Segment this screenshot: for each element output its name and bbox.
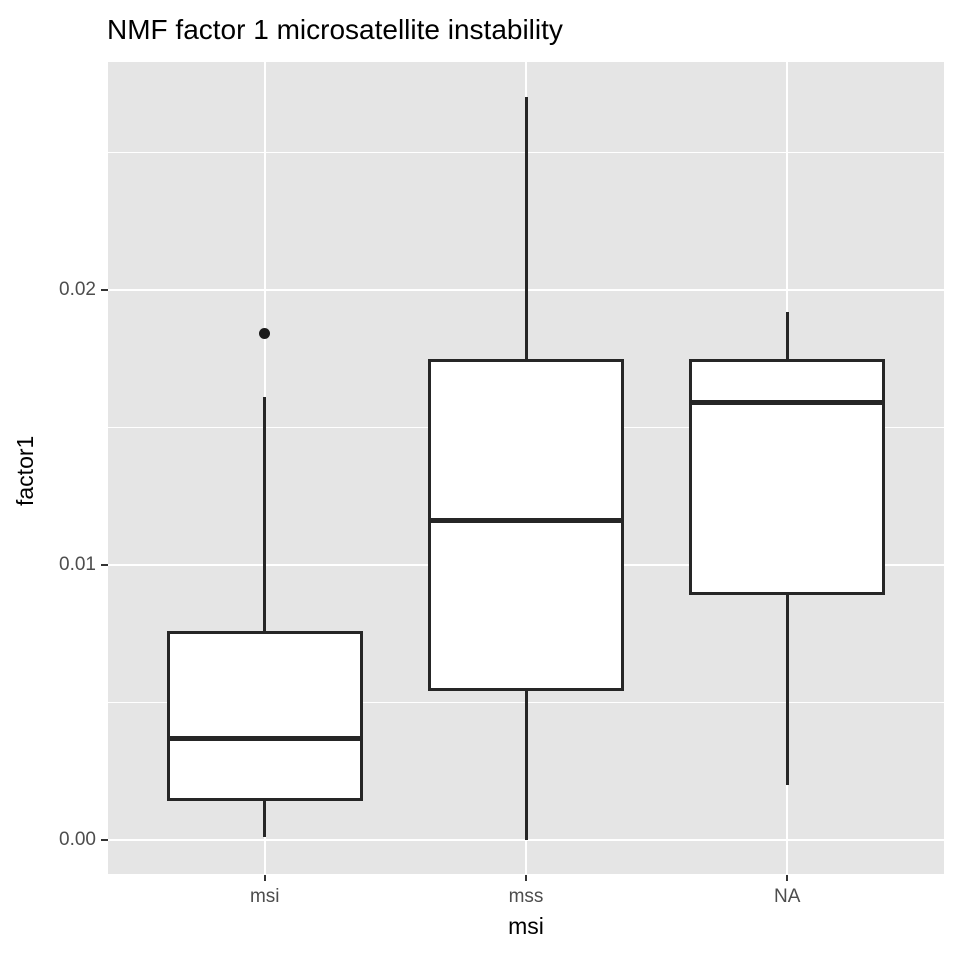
- y-axis-title: factor1: [12, 435, 38, 506]
- y-axis-tick-label: 0.01: [59, 553, 96, 575]
- y-axis-tick: [101, 563, 108, 566]
- median-mss: [431, 518, 621, 524]
- x-axis-tick: [263, 875, 266, 881]
- x-axis-tick-label-mss: mss: [508, 886, 544, 907]
- y-axis-tick: [101, 288, 108, 291]
- box-NA: [689, 358, 886, 596]
- x-axis-tick-label-NA: NA: [774, 886, 801, 907]
- y-axis-tick-label: 0.02: [59, 278, 96, 300]
- y-axis-tick: [101, 838, 108, 841]
- whisker-lower-mss: [524, 691, 528, 840]
- x-axis-tick: [525, 875, 527, 881]
- box-msi: [166, 630, 363, 802]
- major-gridline: [108, 838, 944, 841]
- chart-title: NMF factor 1 microsatellite instability: [107, 14, 563, 45]
- median-NA: [692, 400, 883, 406]
- outlier-point-msi: [259, 328, 271, 340]
- median-msi: [169, 735, 360, 741]
- whisker-lower-NA: [785, 595, 789, 785]
- whisker-upper-NA: [785, 311, 789, 359]
- whisker-upper-mss: [524, 97, 528, 359]
- whisker-upper-msi: [263, 397, 267, 631]
- box-mss: [428, 358, 624, 692]
- y-axis-tick-label: 0.00: [59, 828, 96, 850]
- whisker-lower-msi: [263, 801, 267, 838]
- x-axis-tick: [786, 875, 789, 881]
- x-axis-tick-label-msi: msi: [249, 886, 280, 907]
- x-axis-title: msi: [508, 913, 544, 939]
